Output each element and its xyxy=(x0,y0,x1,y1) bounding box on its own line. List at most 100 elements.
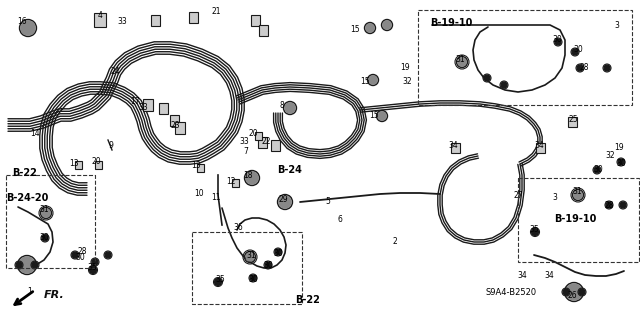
Text: 4: 4 xyxy=(97,11,102,19)
Text: B-19-10: B-19-10 xyxy=(430,18,472,28)
Text: S9A4-B2520: S9A4-B2520 xyxy=(485,288,536,297)
Text: 5: 5 xyxy=(326,197,330,206)
Circle shape xyxy=(594,167,600,173)
Text: 30: 30 xyxy=(616,159,626,167)
Text: 16: 16 xyxy=(17,18,27,26)
Text: 28: 28 xyxy=(77,248,87,256)
Text: 23: 23 xyxy=(170,121,180,130)
Bar xyxy=(536,143,545,153)
Bar xyxy=(259,25,268,35)
Circle shape xyxy=(618,159,624,165)
Text: 7: 7 xyxy=(244,147,248,157)
Circle shape xyxy=(369,76,377,84)
Circle shape xyxy=(250,275,256,281)
Text: 28: 28 xyxy=(579,63,589,72)
Circle shape xyxy=(577,65,583,71)
Text: B-24: B-24 xyxy=(277,165,302,175)
Circle shape xyxy=(574,191,582,199)
Bar xyxy=(232,179,239,187)
Bar xyxy=(257,137,266,147)
Bar xyxy=(74,161,81,169)
Text: 3: 3 xyxy=(614,20,620,29)
Text: FR.: FR. xyxy=(44,290,65,300)
Text: 27: 27 xyxy=(513,190,523,199)
Circle shape xyxy=(366,24,374,32)
Circle shape xyxy=(458,58,466,66)
Text: 31: 31 xyxy=(572,188,582,197)
Circle shape xyxy=(531,228,538,235)
Circle shape xyxy=(606,202,612,208)
Circle shape xyxy=(285,103,295,113)
Text: 30: 30 xyxy=(552,35,562,44)
Text: 34: 34 xyxy=(517,271,527,279)
Text: 34: 34 xyxy=(534,140,544,150)
Bar xyxy=(143,99,153,111)
Bar xyxy=(159,102,168,114)
Circle shape xyxy=(90,266,97,273)
Circle shape xyxy=(214,278,221,286)
Text: 9: 9 xyxy=(109,140,113,150)
Bar xyxy=(451,143,460,153)
Text: 29: 29 xyxy=(278,196,288,204)
Circle shape xyxy=(563,289,569,295)
Text: 20: 20 xyxy=(91,158,101,167)
Circle shape xyxy=(92,259,98,265)
Circle shape xyxy=(21,21,35,35)
Text: 11: 11 xyxy=(211,192,221,202)
Text: 15: 15 xyxy=(360,78,370,86)
Text: 26: 26 xyxy=(567,291,577,300)
Text: B-19-10: B-19-10 xyxy=(554,214,596,224)
Text: 30: 30 xyxy=(75,254,85,263)
Text: 33: 33 xyxy=(239,137,249,146)
Circle shape xyxy=(501,82,507,88)
Text: 30: 30 xyxy=(593,166,603,174)
Text: 31: 31 xyxy=(39,205,49,214)
Circle shape xyxy=(42,209,50,217)
Bar xyxy=(170,115,179,125)
Text: 13: 13 xyxy=(69,159,79,167)
Bar xyxy=(271,139,280,151)
Bar xyxy=(568,117,577,127)
Text: 2: 2 xyxy=(392,238,397,247)
Circle shape xyxy=(265,262,271,268)
Circle shape xyxy=(275,249,281,255)
Circle shape xyxy=(72,252,78,258)
Text: 35: 35 xyxy=(529,226,539,234)
Bar xyxy=(150,14,159,26)
Text: 30: 30 xyxy=(573,46,583,55)
Text: 33: 33 xyxy=(117,18,127,26)
Text: B-24-20: B-24-20 xyxy=(6,193,49,203)
Circle shape xyxy=(484,75,490,81)
Text: 30: 30 xyxy=(263,262,273,271)
Bar xyxy=(255,132,262,140)
Circle shape xyxy=(604,65,610,71)
Text: 30: 30 xyxy=(248,276,258,285)
Text: 32: 32 xyxy=(605,151,615,160)
Text: 1: 1 xyxy=(28,286,33,295)
Text: 6: 6 xyxy=(337,216,342,225)
Text: 35: 35 xyxy=(87,263,97,272)
Circle shape xyxy=(279,196,291,208)
Circle shape xyxy=(246,172,258,184)
Text: 13: 13 xyxy=(191,160,201,169)
Text: 17: 17 xyxy=(130,98,140,107)
Circle shape xyxy=(246,253,254,261)
Circle shape xyxy=(105,252,111,258)
Circle shape xyxy=(19,257,35,273)
Bar xyxy=(6,175,95,268)
Circle shape xyxy=(378,112,386,120)
Text: 15: 15 xyxy=(369,112,379,121)
Bar xyxy=(95,161,102,169)
Bar xyxy=(418,10,632,105)
Text: 30: 30 xyxy=(273,249,283,257)
Text: 19: 19 xyxy=(614,144,624,152)
Text: 31: 31 xyxy=(455,56,465,64)
Text: 21: 21 xyxy=(211,8,221,17)
Text: 34: 34 xyxy=(448,140,458,150)
Bar xyxy=(192,232,302,304)
Circle shape xyxy=(566,284,582,300)
Text: 30: 30 xyxy=(39,233,49,241)
Bar xyxy=(250,14,259,26)
Circle shape xyxy=(579,289,585,295)
Text: 35: 35 xyxy=(215,276,225,285)
